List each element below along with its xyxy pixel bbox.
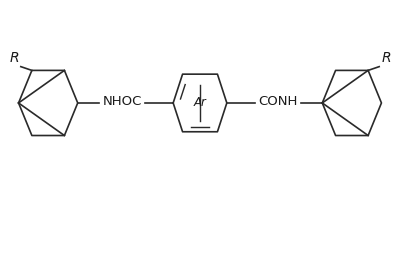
Text: Ar: Ar bbox=[194, 97, 206, 110]
Text: R: R bbox=[9, 51, 19, 65]
Text: NHOC: NHOC bbox=[102, 95, 142, 108]
Text: R: R bbox=[381, 51, 391, 65]
Text: CONH: CONH bbox=[258, 95, 298, 108]
